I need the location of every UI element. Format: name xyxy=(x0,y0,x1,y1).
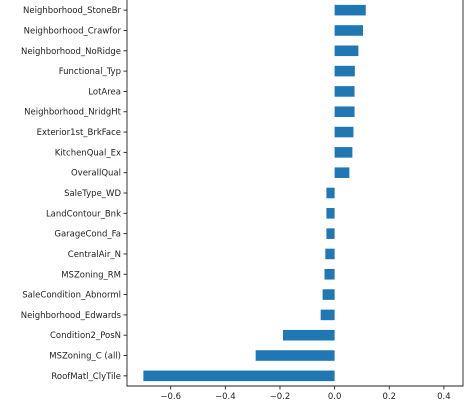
bar-mszoning-rm xyxy=(324,268,335,280)
bar-condition2-posn xyxy=(282,329,335,341)
y-tick-label: CentralAir_N xyxy=(68,250,121,260)
y-tick-label: Condition2_PosN xyxy=(50,331,121,341)
x-tick-label: 0.4 xyxy=(437,392,451,402)
y-tick-label: MSZoning_RM xyxy=(61,270,121,280)
bar-neighborhood-edwards xyxy=(320,309,335,321)
bar-overallqual xyxy=(334,167,350,178)
bar-neighborhood-nridght xyxy=(334,106,355,118)
bar-neighborhood-crawfor xyxy=(334,25,364,36)
y-tick-label: SaleCondition_Abnorml xyxy=(22,291,121,301)
y-tick-label: GarageCond_Fa xyxy=(54,230,121,240)
bar-kitchenqual-ex xyxy=(334,147,353,158)
x-tick-label: −0.6 xyxy=(160,392,181,402)
bar-neighborhood-stonebr xyxy=(334,4,366,16)
y-tick-labels: Neighborhood_StoneBr Neighborhood_Crawfor… xyxy=(21,6,127,382)
bar-exterior1st-brkface xyxy=(334,126,354,138)
bar-saletype-wd xyxy=(326,187,335,199)
bar-garagecond-fa xyxy=(326,228,335,239)
x-tick-label: 0.2 xyxy=(382,392,396,402)
y-tick-label: Exterior1st_BrkFace xyxy=(37,128,121,138)
bar-functional-typ xyxy=(334,65,355,77)
bar-lotarea xyxy=(334,86,355,97)
y-tick-label: Neighborhood_Edwards xyxy=(21,311,122,321)
y-tick-label: Functional_Typ xyxy=(59,67,121,77)
y-tick-label: RoofMatl_ClyTile xyxy=(51,372,121,382)
y-tick-label: Neighborhood_Crawfor xyxy=(24,26,122,36)
y-tick-label: LandContour_Bnk xyxy=(46,209,121,219)
y-tick-label: OverallQual xyxy=(71,169,121,179)
x-tick-label: −0.4 xyxy=(215,392,236,402)
bar-centralair-n xyxy=(325,248,335,260)
bar-salecondition-abnorml xyxy=(322,289,335,300)
bar-roofmatl-clytile xyxy=(143,370,335,382)
y-tick-label: MSZoning_C (all) xyxy=(49,352,121,362)
y-tick-label: LotArea xyxy=(88,87,121,97)
y-tick-label: Neighborhood_NridgHt xyxy=(24,108,122,118)
x-ticks: −0.6 −0.4 −0.2 0.0 0.2 0.4 xyxy=(160,386,451,402)
y-tick-label: Neighborhood_StoneBr xyxy=(23,6,121,16)
bar-landcontour-bnk xyxy=(326,208,335,219)
axes-frame xyxy=(126,0,464,387)
bar-mszoning-c-all xyxy=(255,350,335,361)
x-tick-label: 0.0 xyxy=(328,392,342,402)
y-tick-label: Neighborhood_NoRidge xyxy=(21,47,121,57)
y-tick-label: SaleType_WD xyxy=(64,189,121,199)
bar-neighborhood-noridge xyxy=(334,45,359,57)
x-tick-label: −0.2 xyxy=(270,392,291,402)
bars-group xyxy=(143,4,366,382)
y-tick-label: KitchenQual_Ex xyxy=(55,148,121,158)
